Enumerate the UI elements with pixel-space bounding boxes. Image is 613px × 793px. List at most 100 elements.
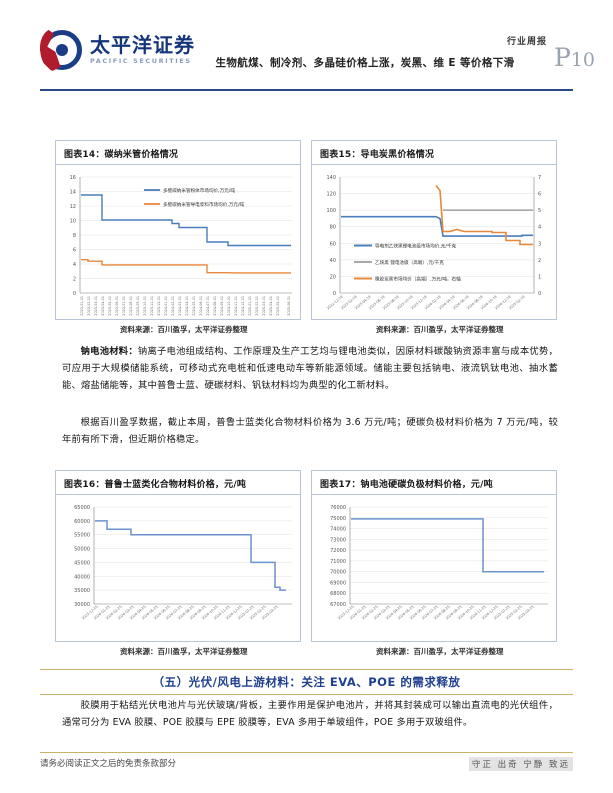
chart-14-plot: 16 14 12 10 8 6 4 2 0 多壁碳纳米管粉体市场均价,万元/吨 xyxy=(56,165,300,316)
chart-figure-14: 图表14：碳纳米管价格情况 16 14 xyxy=(55,140,301,320)
svg-text:50000: 50000 xyxy=(74,547,90,553)
svg-text:67000: 67000 xyxy=(330,602,346,608)
svg-text:2023-05-01: 2023-05-01 xyxy=(108,296,112,316)
body-paragraph-2: 根据百川盈孚数据，截止本周，普鲁士蓝类化合物材料价格为 3.6 万元/吨；硬碳负… xyxy=(62,414,558,448)
chart-17-plot: 76000 75000 74000 73000 72000 71000 7000… xyxy=(312,495,556,629)
svg-text:10: 10 xyxy=(70,219,76,225)
svg-text:2024-08-01: 2024-08-01 xyxy=(213,296,217,316)
report-type-label: 行业周报 xyxy=(506,37,547,47)
page-number: P10 xyxy=(554,43,595,72)
svg-text:2023-04-01: 2023-04-01 xyxy=(101,296,105,316)
svg-text:2025-01-01: 2025-01-01 xyxy=(248,296,252,316)
svg-text:140: 140 xyxy=(326,175,336,181)
svg-text:100: 100 xyxy=(326,208,336,214)
page-number-value: 10 xyxy=(570,49,595,71)
svg-text:120: 120 xyxy=(326,192,336,198)
paragraph-2-text: 根据百川盈孚数据，截止本周，普鲁士蓝类化合物材料价格为 3.6 万元/吨；硬碳负… xyxy=(62,417,558,446)
svg-text:导电剂乙炔黑锂电池级市场均价,元/千克: 导电剂乙炔黑锂电池级市场均价,元/千克 xyxy=(375,242,457,249)
svg-text:14: 14 xyxy=(70,190,76,196)
svg-text:35000: 35000 xyxy=(74,588,90,594)
footer-disclaimer: 请务必阅读正文之后的免责条款部分 xyxy=(40,759,177,769)
svg-text:0: 0 xyxy=(333,291,336,297)
header-divider xyxy=(40,89,573,91)
logo-chinese-name: 太平洋证券 xyxy=(90,33,195,58)
svg-text:12: 12 xyxy=(70,204,76,210)
svg-text:6: 6 xyxy=(538,192,541,198)
svg-text:2024-03-01: 2024-03-01 xyxy=(178,296,182,316)
paragraph-1-text: 钠离子电池组成结构、工作原理及生产工艺均与锂电池类似，因原材料碳酸钠资源丰富与成… xyxy=(62,346,558,392)
svg-text:60000: 60000 xyxy=(74,519,90,525)
page-number-prefix: P xyxy=(553,43,571,72)
svg-text:30000: 30000 xyxy=(74,602,90,608)
chart-15-legend: 导电剂乙炔黑锂电池级市场均价,元/千克 乙炔黑 锂电池级（高端）,元/千克 橡胶… xyxy=(354,242,461,282)
body-paragraph-1: 钠电池材料：钠离子电池组成结构、工作原理及生产工艺均与锂电池类似，因原材料碳酸钠… xyxy=(62,343,558,395)
svg-text:2024-12-01: 2024-12-01 xyxy=(241,296,245,316)
svg-text:2024-05-01: 2024-05-01 xyxy=(192,296,196,316)
svg-text:40000: 40000 xyxy=(74,574,90,580)
svg-text:60: 60 xyxy=(330,241,336,247)
chart-figure-16: 图表16：普鲁士蓝类化合物材料价格，元/吨 65000 60000 55000 … xyxy=(55,470,301,642)
footer-slogan: 守正 出奇 宁静 致远 xyxy=(468,757,573,771)
svg-text:2023-06-01: 2023-06-01 xyxy=(115,296,119,316)
chart-17-source: 资料来源：百川盈孚，太平洋证券整理 xyxy=(376,647,504,656)
svg-text:2023-03-01: 2023-03-01 xyxy=(94,296,98,316)
svg-text:2023-10-01: 2023-10-01 xyxy=(143,296,147,316)
svg-text:65000: 65000 xyxy=(74,505,90,511)
svg-text:2025-02-01: 2025-02-01 xyxy=(255,296,259,316)
svg-text:2024-07-01: 2024-07-01 xyxy=(206,296,210,316)
svg-text:69000: 69000 xyxy=(330,580,346,586)
paragraph-1-lead: 钠电池材料： xyxy=(80,346,138,357)
chart-14-caption: 图表14：碳纳米管价格情况 xyxy=(56,141,300,165)
svg-text:2: 2 xyxy=(538,258,541,264)
chart-17-caption: 图表17：钠电池硬碳负极材料价格，元/吨 xyxy=(312,471,556,495)
svg-text:2023-08-01: 2023-08-01 xyxy=(129,296,133,316)
svg-text:2023-02-01: 2023-02-01 xyxy=(87,296,91,316)
svg-text:8: 8 xyxy=(73,233,76,239)
svg-text:2023-11-01: 2023-11-01 xyxy=(150,296,154,316)
svg-text:2025-04-01: 2025-04-01 xyxy=(269,296,273,316)
svg-text:1: 1 xyxy=(538,274,541,280)
body-paragraph-3: 胶膜用于粘结光伏电池片与光伏玻璃/背板，主要作用是保护电池片，并将其封装成可以输… xyxy=(62,697,558,731)
svg-text:2023-09-01: 2023-09-01 xyxy=(136,296,140,316)
svg-text:2024-02-01: 2024-02-01 xyxy=(171,296,175,316)
chart-15-plot: 140 120 100 80 60 40 20 0 7 6 5 4 3 2 1 … xyxy=(312,165,556,310)
chart-14-source: 资料来源：百川盈孚，太平洋证券整理 xyxy=(120,325,248,334)
svg-text:2025-03-01: 2025-03-01 xyxy=(262,296,266,316)
svg-text:20: 20 xyxy=(330,274,336,280)
chart-15-source: 资料来源：百川盈孚，太平洋证券整理 xyxy=(376,325,504,334)
company-logo: 太平洋证券 PACIFIC SECURITIES xyxy=(40,28,195,72)
svg-text:76000: 76000 xyxy=(330,505,346,511)
svg-text:2023-07-01: 2023-07-01 xyxy=(122,296,126,316)
page-header: 太平洋证券 PACIFIC SECURITIES 行业周报 生物航煤、制冷剂、多… xyxy=(0,0,613,92)
svg-text:70000: 70000 xyxy=(330,570,346,576)
svg-text:3: 3 xyxy=(538,241,541,247)
chart-16-caption: 图表16：普鲁士蓝类化合物材料价格，元/吨 xyxy=(56,471,300,495)
svg-text:2025-05-01: 2025-05-01 xyxy=(276,296,280,316)
paragraph-3-text: 胶膜用于粘结光伏电池片与光伏玻璃/背板，主要作用是保护电池片，并将其封装成可以输… xyxy=(62,700,558,729)
svg-text:2024-09-01: 2024-09-01 xyxy=(220,296,224,316)
chart-14-legend: 多壁碳纳米管粉体市场均价,万元/吨 多壁碳纳米管导电浆料市场均价,万元/吨 xyxy=(144,187,245,208)
svg-text:75000: 75000 xyxy=(330,516,346,522)
chart-16-plot: 65000 60000 55000 50000 45000 40000 3500… xyxy=(56,495,300,629)
svg-text:乙炔黑 锂电池级（高端）,元/千克: 乙炔黑 锂电池级（高端）,元/千克 xyxy=(375,259,444,266)
chart-figure-15: 图表15：导电炭黑价格情况 140 120 100 xyxy=(311,140,557,320)
svg-text:73000: 73000 xyxy=(330,537,346,543)
svg-text:0: 0 xyxy=(73,291,76,297)
svg-text:2024-06-01: 2024-06-01 xyxy=(199,296,203,316)
chart-15-caption: 图表15：导电炭黑价格情况 xyxy=(312,141,556,165)
svg-text:68000: 68000 xyxy=(330,591,346,597)
svg-text:16: 16 xyxy=(70,175,76,181)
svg-text:4: 4 xyxy=(73,262,76,268)
svg-text:橡胶炭黑市场均价（高端）,万元/吨、右轴: 橡胶炭黑市场均价（高端）,万元/吨、右轴 xyxy=(375,275,461,282)
svg-text:2025-06-01: 2025-06-01 xyxy=(287,296,291,316)
svg-text:5: 5 xyxy=(538,208,541,214)
svg-text:80: 80 xyxy=(330,225,336,231)
svg-text:4: 4 xyxy=(538,225,541,231)
svg-text:45000: 45000 xyxy=(74,560,90,566)
svg-text:2024-04-01: 2024-04-01 xyxy=(185,296,189,316)
svg-text:2023-01-01: 2023-01-01 xyxy=(80,296,84,316)
svg-text:71000: 71000 xyxy=(330,559,346,565)
svg-text:多壁碳纳米管粉体市场均价,万元/吨: 多壁碳纳米管粉体市场均价,万元/吨 xyxy=(163,187,235,194)
svg-text:2024-01-01: 2024-01-01 xyxy=(164,296,168,316)
svg-text:2023-12-01: 2023-12-01 xyxy=(157,296,161,316)
